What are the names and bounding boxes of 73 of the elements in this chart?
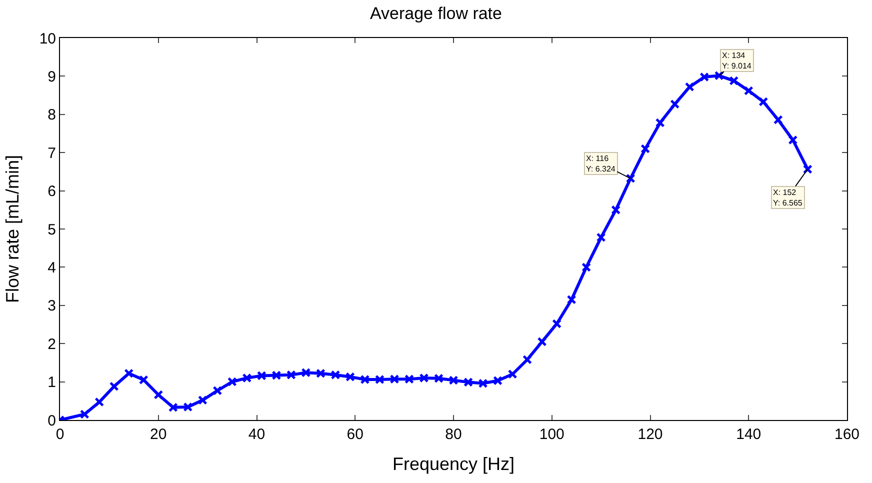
- point: [552, 318, 562, 328]
- x-tick-label: 80: [445, 426, 462, 443]
- point: [611, 205, 621, 215]
- y-tick-label: 3: [48, 298, 56, 315]
- point: [109, 382, 119, 392]
- point: [330, 370, 340, 380]
- point: [626, 174, 636, 184]
- annotation: X: 152 Y: 6.565: [773, 188, 803, 208]
- point: [374, 374, 384, 384]
- point: [154, 390, 164, 400]
- point: [700, 72, 710, 82]
- y-tick-label: 10: [39, 30, 56, 48]
- point: [183, 402, 193, 412]
- point: [94, 397, 104, 407]
- point: [227, 377, 237, 387]
- y-tick-label: 7: [48, 144, 56, 162]
- point: [124, 368, 134, 378]
- annotation: X: 116 Y: 6.324: [586, 154, 616, 174]
- point: [272, 370, 282, 380]
- x-axis-title: Frequency [Hz]: [392, 454, 515, 474]
- y-tick-label: 6: [48, 183, 56, 200]
- y-tick-label: 2: [48, 336, 56, 353]
- y-tick-label: 4: [48, 259, 56, 276]
- point: [316, 368, 326, 378]
- point: [419, 373, 429, 383]
- point: [522, 354, 532, 364]
- y-tick-label: 9: [48, 68, 56, 86]
- x-tick-label: 120: [638, 426, 663, 443]
- x-tick-label: 20: [150, 426, 167, 443]
- point: [360, 374, 370, 384]
- point: [537, 336, 547, 346]
- x-tick-label: 160: [834, 426, 860, 443]
- point: [758, 97, 768, 107]
- point: [80, 410, 90, 420]
- point: [596, 232, 606, 242]
- point: [464, 377, 474, 387]
- point: [744, 86, 754, 96]
- point: [566, 294, 576, 304]
- point: [508, 369, 518, 379]
- y-tick-label: 5: [48, 221, 56, 238]
- point: [345, 372, 355, 382]
- point: [198, 395, 208, 405]
- point: [788, 135, 798, 145]
- point: [478, 378, 488, 388]
- point: [773, 115, 783, 124]
- point: [582, 262, 592, 272]
- point: [655, 118, 665, 128]
- y-tick-label: 0: [48, 412, 56, 430]
- x-tick-label: 140: [736, 426, 762, 443]
- point: [670, 99, 680, 109]
- point: [286, 370, 296, 380]
- point: [404, 374, 414, 384]
- point: [168, 402, 178, 412]
- point: [256, 370, 266, 380]
- point: [390, 374, 400, 384]
- point: [729, 76, 739, 86]
- y-axis-title: Flow rate [mL/min]: [2, 154, 23, 304]
- x-tick-label: 100: [539, 426, 564, 443]
- point: [640, 144, 650, 154]
- point: [448, 376, 458, 386]
- point: [138, 375, 148, 385]
- point: [684, 82, 694, 92]
- x-tick-label: 60: [346, 426, 364, 443]
- point: [434, 374, 444, 384]
- point: [301, 368, 311, 378]
- point: [493, 376, 503, 386]
- point: [242, 373, 252, 383]
- annotation: X: 134 Y: 9.014: [722, 51, 752, 70]
- y-tick-label: 1: [48, 374, 56, 392]
- x-tick-label: 40: [248, 426, 266, 443]
- y-tick-label: 8: [48, 106, 56, 124]
- point: [212, 386, 222, 396]
- chart-title: Average flow rate: [370, 4, 502, 24]
